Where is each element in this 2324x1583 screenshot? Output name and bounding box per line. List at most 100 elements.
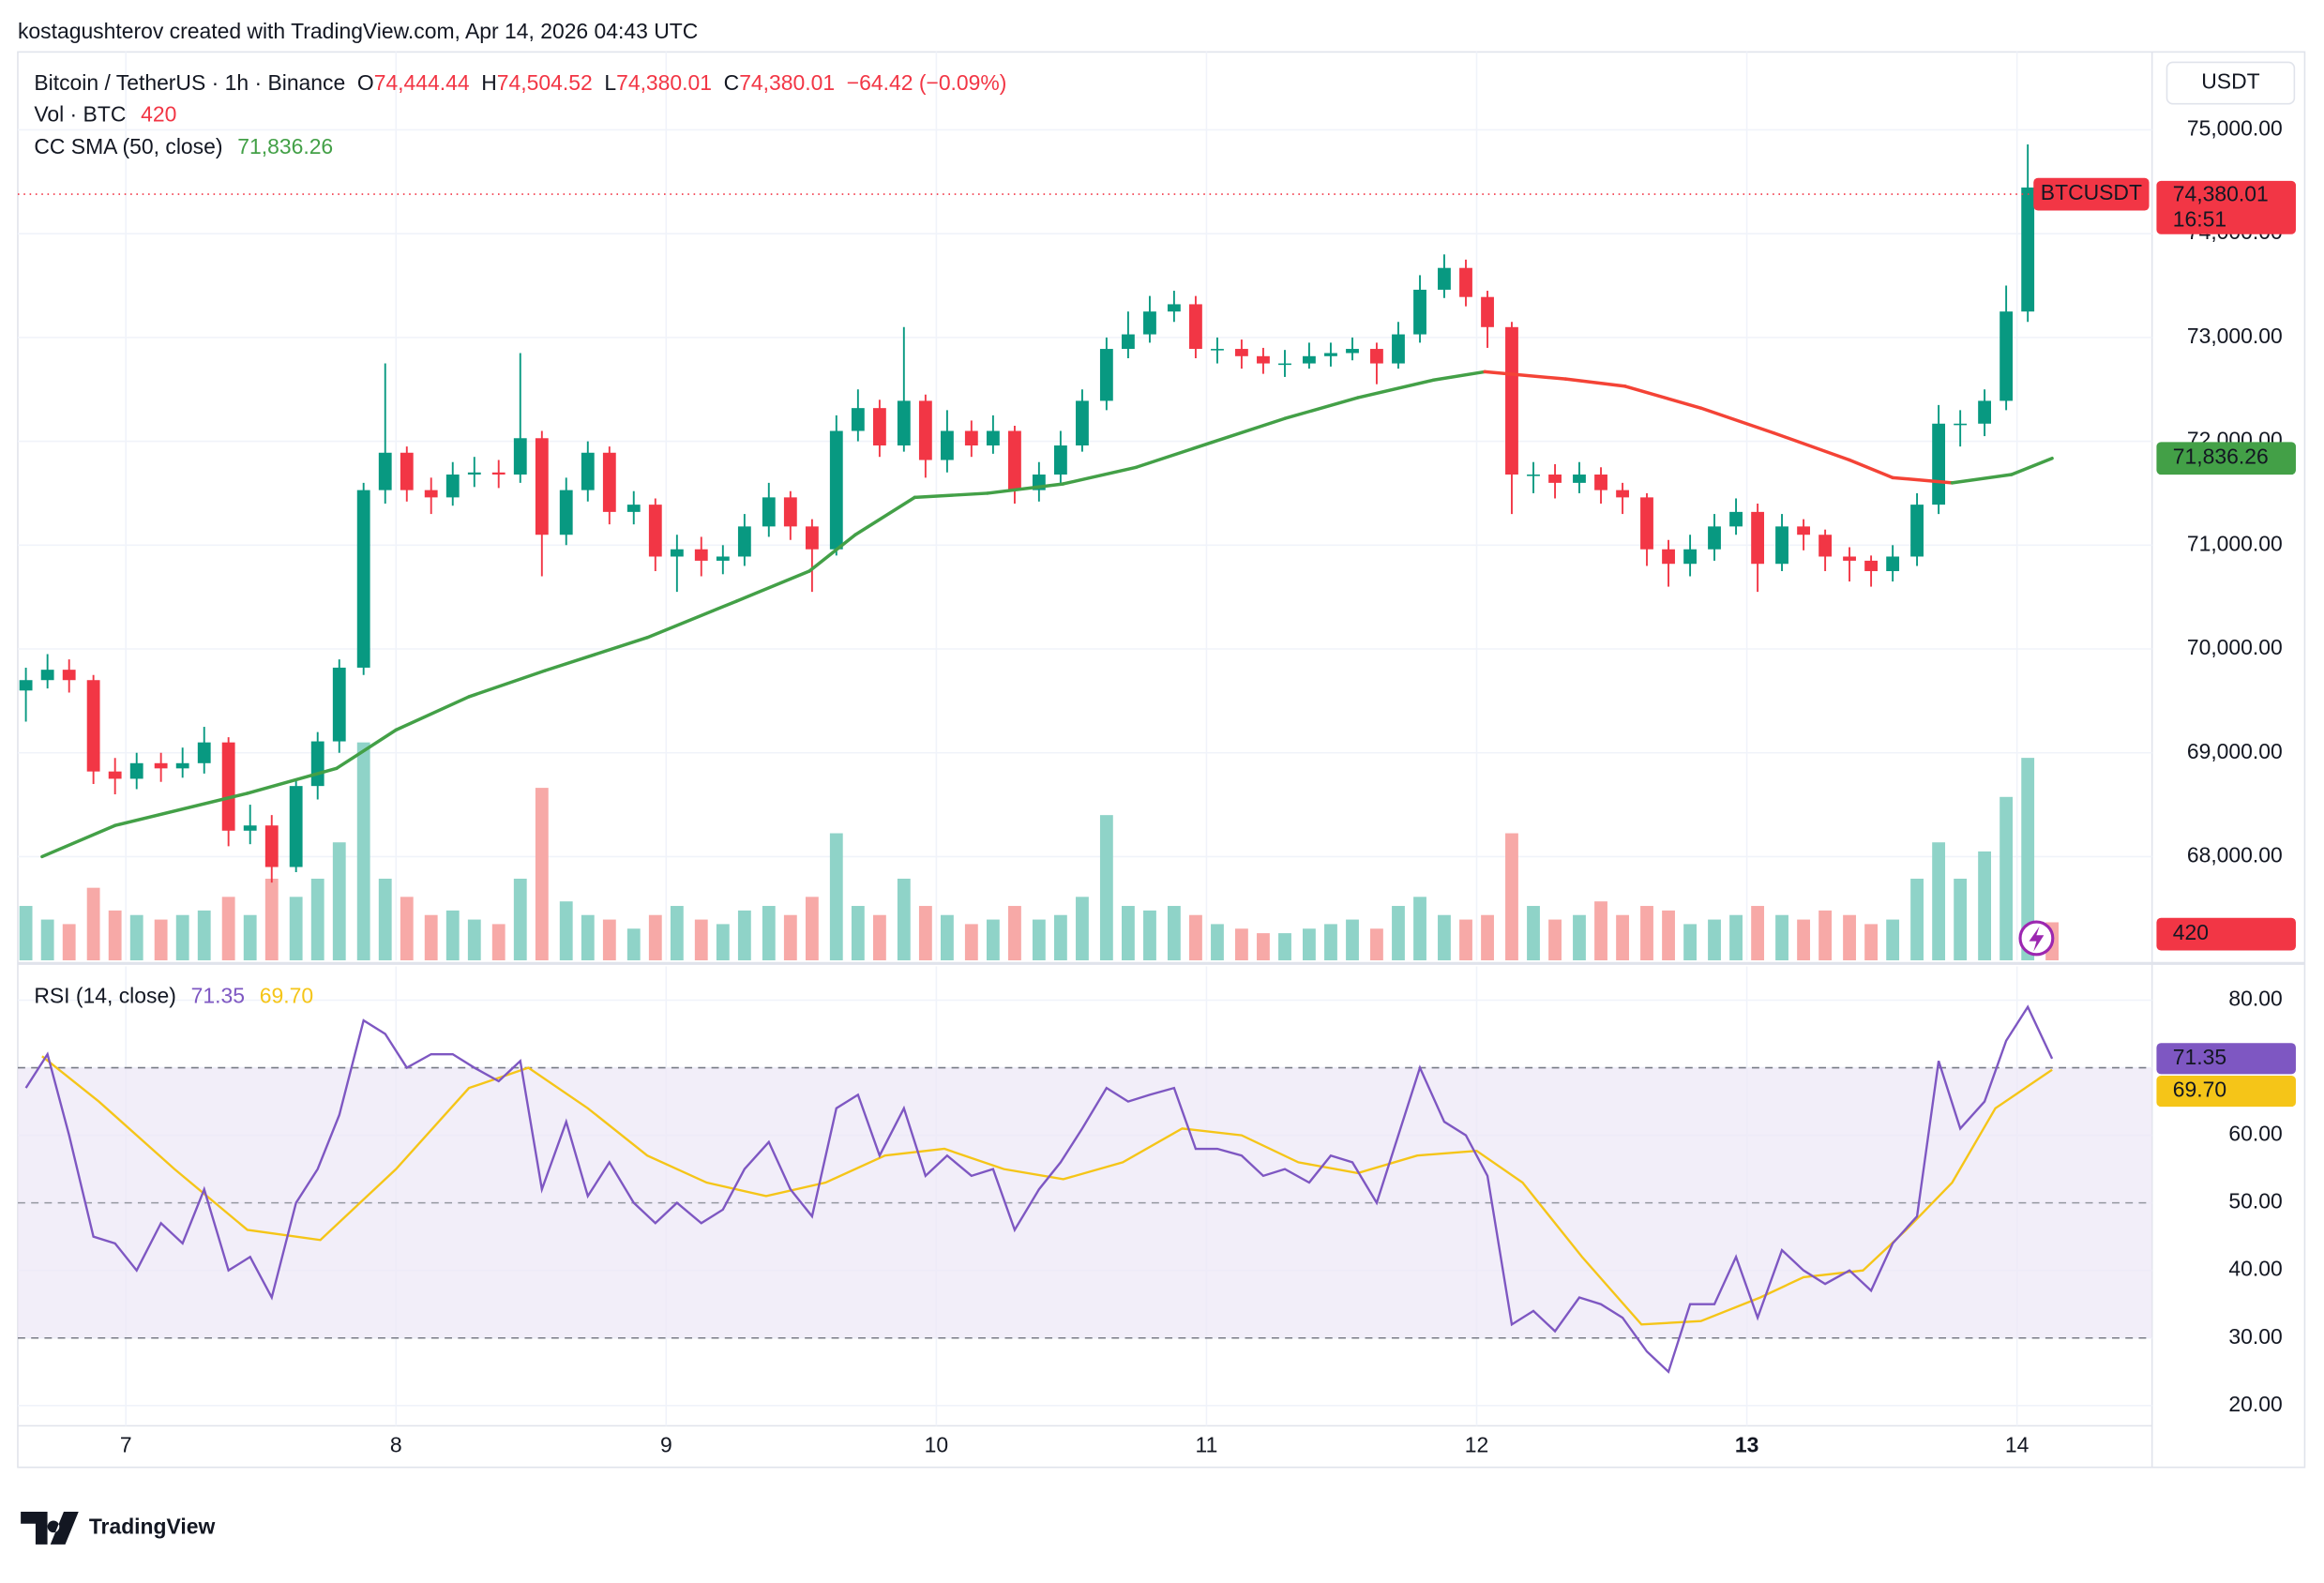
volume-bar bbox=[378, 878, 392, 961]
volume-bar bbox=[762, 906, 776, 961]
volume-bar bbox=[154, 919, 168, 961]
ohlc-key: C bbox=[724, 70, 740, 95]
volume-bar bbox=[1167, 906, 1181, 961]
logo-mark bbox=[21, 1512, 79, 1545]
candle-body bbox=[1573, 475, 1586, 483]
candle-body bbox=[154, 762, 168, 769]
candle-body bbox=[221, 742, 235, 831]
volume-bar bbox=[1662, 910, 1675, 961]
volume-bar bbox=[581, 914, 595, 961]
candle-body bbox=[964, 430, 978, 446]
volume-bar bbox=[1211, 924, 1224, 961]
candle-body bbox=[1303, 355, 1316, 364]
volume-bar bbox=[783, 914, 797, 961]
volume-bar bbox=[1370, 928, 1383, 961]
candle-body bbox=[1818, 535, 1833, 557]
candle-body bbox=[445, 475, 460, 498]
candle-body bbox=[2021, 187, 2035, 312]
candle-body bbox=[424, 490, 438, 498]
volume-name: Vol · BTC bbox=[34, 101, 126, 126]
volume-bar bbox=[197, 910, 211, 961]
candle-body bbox=[1459, 267, 1472, 297]
volume-bar bbox=[62, 924, 76, 961]
volume-bar bbox=[108, 910, 122, 961]
x-tick-label: 14 bbox=[2005, 1433, 2030, 1457]
volume-bar bbox=[1864, 924, 1879, 961]
volume-bar bbox=[918, 906, 932, 961]
volume-bar bbox=[310, 878, 324, 961]
volume-bar bbox=[1392, 906, 1405, 961]
candle-body bbox=[648, 505, 662, 557]
sma-segment bbox=[1283, 396, 1360, 420]
candle-body bbox=[310, 741, 324, 787]
candle-body bbox=[1189, 304, 1202, 350]
candle-body bbox=[491, 472, 506, 475]
last-price-label-box bbox=[2156, 180, 2296, 234]
candle-body bbox=[1167, 304, 1181, 312]
volume-bar bbox=[694, 919, 708, 961]
axes: 7 8 9 10 11 12 13 14 68,000.00 69,000.00 70,000.00… bbox=[120, 115, 2296, 1457]
y-tick-label: 69,000.00 bbox=[2187, 739, 2283, 763]
y-tick-label: 73,000.00 bbox=[2187, 324, 2283, 348]
last-price-label-sub: 16:51 bbox=[2173, 207, 2226, 232]
candle-body bbox=[2000, 311, 2014, 401]
volume-bar bbox=[40, 919, 54, 961]
currency-box[interactable] bbox=[2166, 61, 2296, 105]
volume-bar bbox=[1527, 906, 1540, 961]
candle-body bbox=[535, 438, 549, 535]
candle-body bbox=[62, 670, 76, 681]
candle-body bbox=[1775, 526, 1788, 565]
volume-bar bbox=[264, 878, 279, 961]
sma-segment bbox=[734, 569, 811, 603]
candle-body bbox=[1481, 296, 1494, 327]
candle-body bbox=[1211, 349, 1224, 351]
volume-bar bbox=[86, 887, 100, 961]
x-tick-label: 13 bbox=[1735, 1433, 1758, 1457]
currency[interactable]: USDT bbox=[2201, 69, 2259, 94]
volume-bar bbox=[175, 914, 189, 961]
candle-body bbox=[1864, 560, 1879, 571]
volume-bar bbox=[716, 924, 730, 961]
candle-body bbox=[1370, 349, 1383, 364]
candle-body bbox=[1797, 526, 1810, 535]
candle-body bbox=[1278, 363, 1291, 366]
price-pane bbox=[17, 143, 2152, 961]
volume-bar bbox=[1121, 906, 1135, 961]
candle-body bbox=[602, 452, 616, 512]
ohlc-value: 74,380.01 bbox=[616, 70, 712, 95]
volume-bar bbox=[1032, 919, 1046, 961]
volume-bar bbox=[1481, 914, 1494, 961]
candle-body bbox=[243, 825, 257, 831]
sma-segment bbox=[2010, 456, 2054, 476]
volume-bar bbox=[897, 878, 911, 961]
candle-body bbox=[1751, 511, 1765, 565]
candle-body bbox=[332, 667, 346, 742]
volume-bar bbox=[1818, 910, 1833, 961]
candle-body bbox=[1594, 475, 1607, 490]
sma-segment bbox=[1563, 377, 1627, 388]
candle-body bbox=[86, 680, 100, 772]
rsi-tick-label: 30.00 bbox=[2228, 1324, 2282, 1349]
candle-body bbox=[513, 438, 527, 475]
sma-segment bbox=[645, 599, 738, 640]
rsi-tick-label: 20.00 bbox=[2228, 1392, 2282, 1416]
y-tick-label: 75,000.00 bbox=[2187, 115, 2283, 140]
rsi-pane bbox=[17, 1004, 2152, 1374]
volume-bar bbox=[1843, 914, 1856, 961]
volume-bar bbox=[2021, 758, 2035, 961]
volume-bar bbox=[602, 919, 616, 961]
volume-bar bbox=[626, 928, 641, 961]
candle-body bbox=[940, 430, 954, 460]
sma-segment bbox=[1483, 369, 1568, 381]
volume-bar bbox=[1257, 933, 1270, 961]
candle-body bbox=[1413, 289, 1426, 335]
candle-body bbox=[851, 408, 865, 431]
volume-bar bbox=[986, 919, 1000, 961]
candle-body bbox=[1008, 430, 1021, 490]
rsi-ma-label-box bbox=[2156, 1075, 2296, 1108]
candle-body bbox=[559, 490, 573, 535]
sma-segment bbox=[1891, 475, 1954, 485]
candle-body bbox=[805, 526, 819, 550]
candle-body bbox=[356, 490, 370, 668]
candle-body bbox=[986, 430, 1000, 446]
